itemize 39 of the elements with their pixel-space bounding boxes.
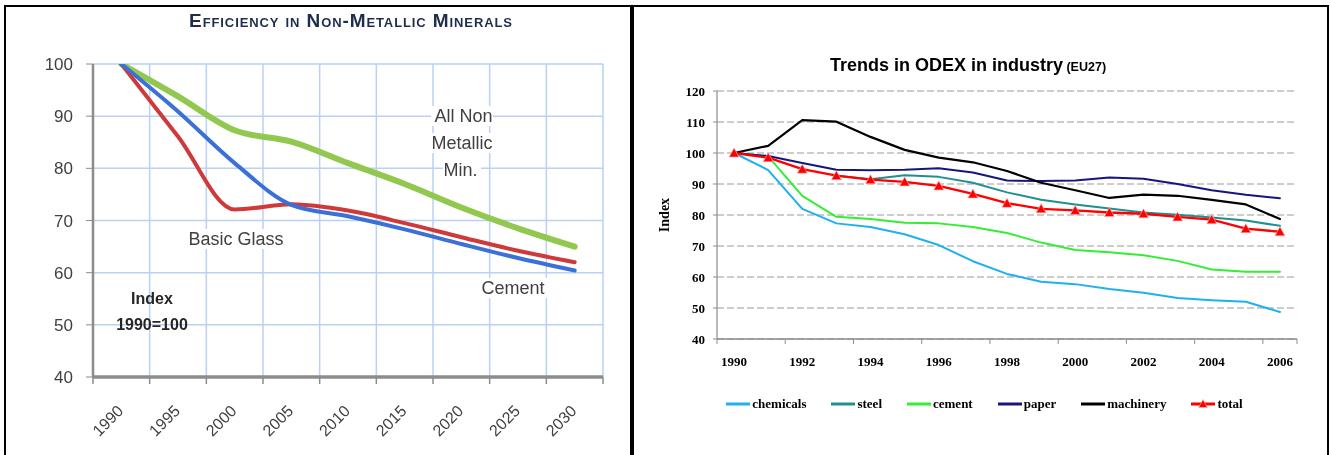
legend-label: machinery — [1107, 396, 1167, 412]
y-tick-label: 110 — [686, 114, 705, 130]
y-tick-label: 100 — [44, 55, 73, 75]
legend-label: total — [1217, 396, 1243, 412]
x-tick-label: 2004 — [1198, 354, 1226, 369]
y-tick-label: 100 — [685, 145, 705, 161]
y-tick-label: 80 — [54, 159, 73, 179]
chart-subtitle: (EU27) — [1065, 60, 1107, 74]
y-tick-label: 40 — [692, 331, 705, 347]
y-axis-title: Index — [656, 197, 672, 233]
x-tick-label: 1994 — [857, 354, 885, 369]
y-tick-label: 90 — [54, 107, 73, 127]
y-tick-label: 70 — [54, 211, 73, 231]
y-tick-label: 60 — [54, 263, 73, 283]
x-tick-label: 2006 — [1266, 354, 1294, 369]
y-tick-label: 40 — [54, 368, 73, 388]
x-tick-label: 1996 — [925, 354, 953, 369]
x-tick-label: 1998 — [994, 354, 1021, 369]
y-tick-label: 50 — [692, 300, 705, 316]
series-label: Basic Glass — [185, 229, 287, 249]
y-tick-label: 50 — [54, 315, 73, 335]
legend-label: cement — [933, 396, 973, 412]
y-tick-label: 120 — [685, 83, 705, 99]
x-tick-label: 2000 — [1062, 354, 1089, 369]
y-tick-label: 70 — [692, 238, 705, 254]
chart-title: Efficiency in Non-Metallic Minerals — [189, 10, 513, 31]
series-label: All Non Metallic Min. — [431, 106, 493, 180]
y-tick-label: 90 — [692, 176, 705, 192]
x-tick-label: 2002 — [1130, 354, 1157, 369]
legend-label: chemicals — [752, 396, 807, 412]
x-tick-label: 1990 — [721, 354, 748, 369]
y-tick-label: 60 — [692, 269, 705, 285]
x-tick-label: 1992 — [789, 354, 816, 369]
series-label: Cement — [478, 278, 548, 298]
chart-title: Trends in ODEX in industry — [829, 55, 1063, 75]
y-tick-label: 80 — [692, 207, 705, 223]
y-axis-title: Index 1990=100 — [116, 290, 188, 333]
legend-label: steel — [857, 396, 882, 412]
legend-label: paper — [1023, 396, 1057, 412]
